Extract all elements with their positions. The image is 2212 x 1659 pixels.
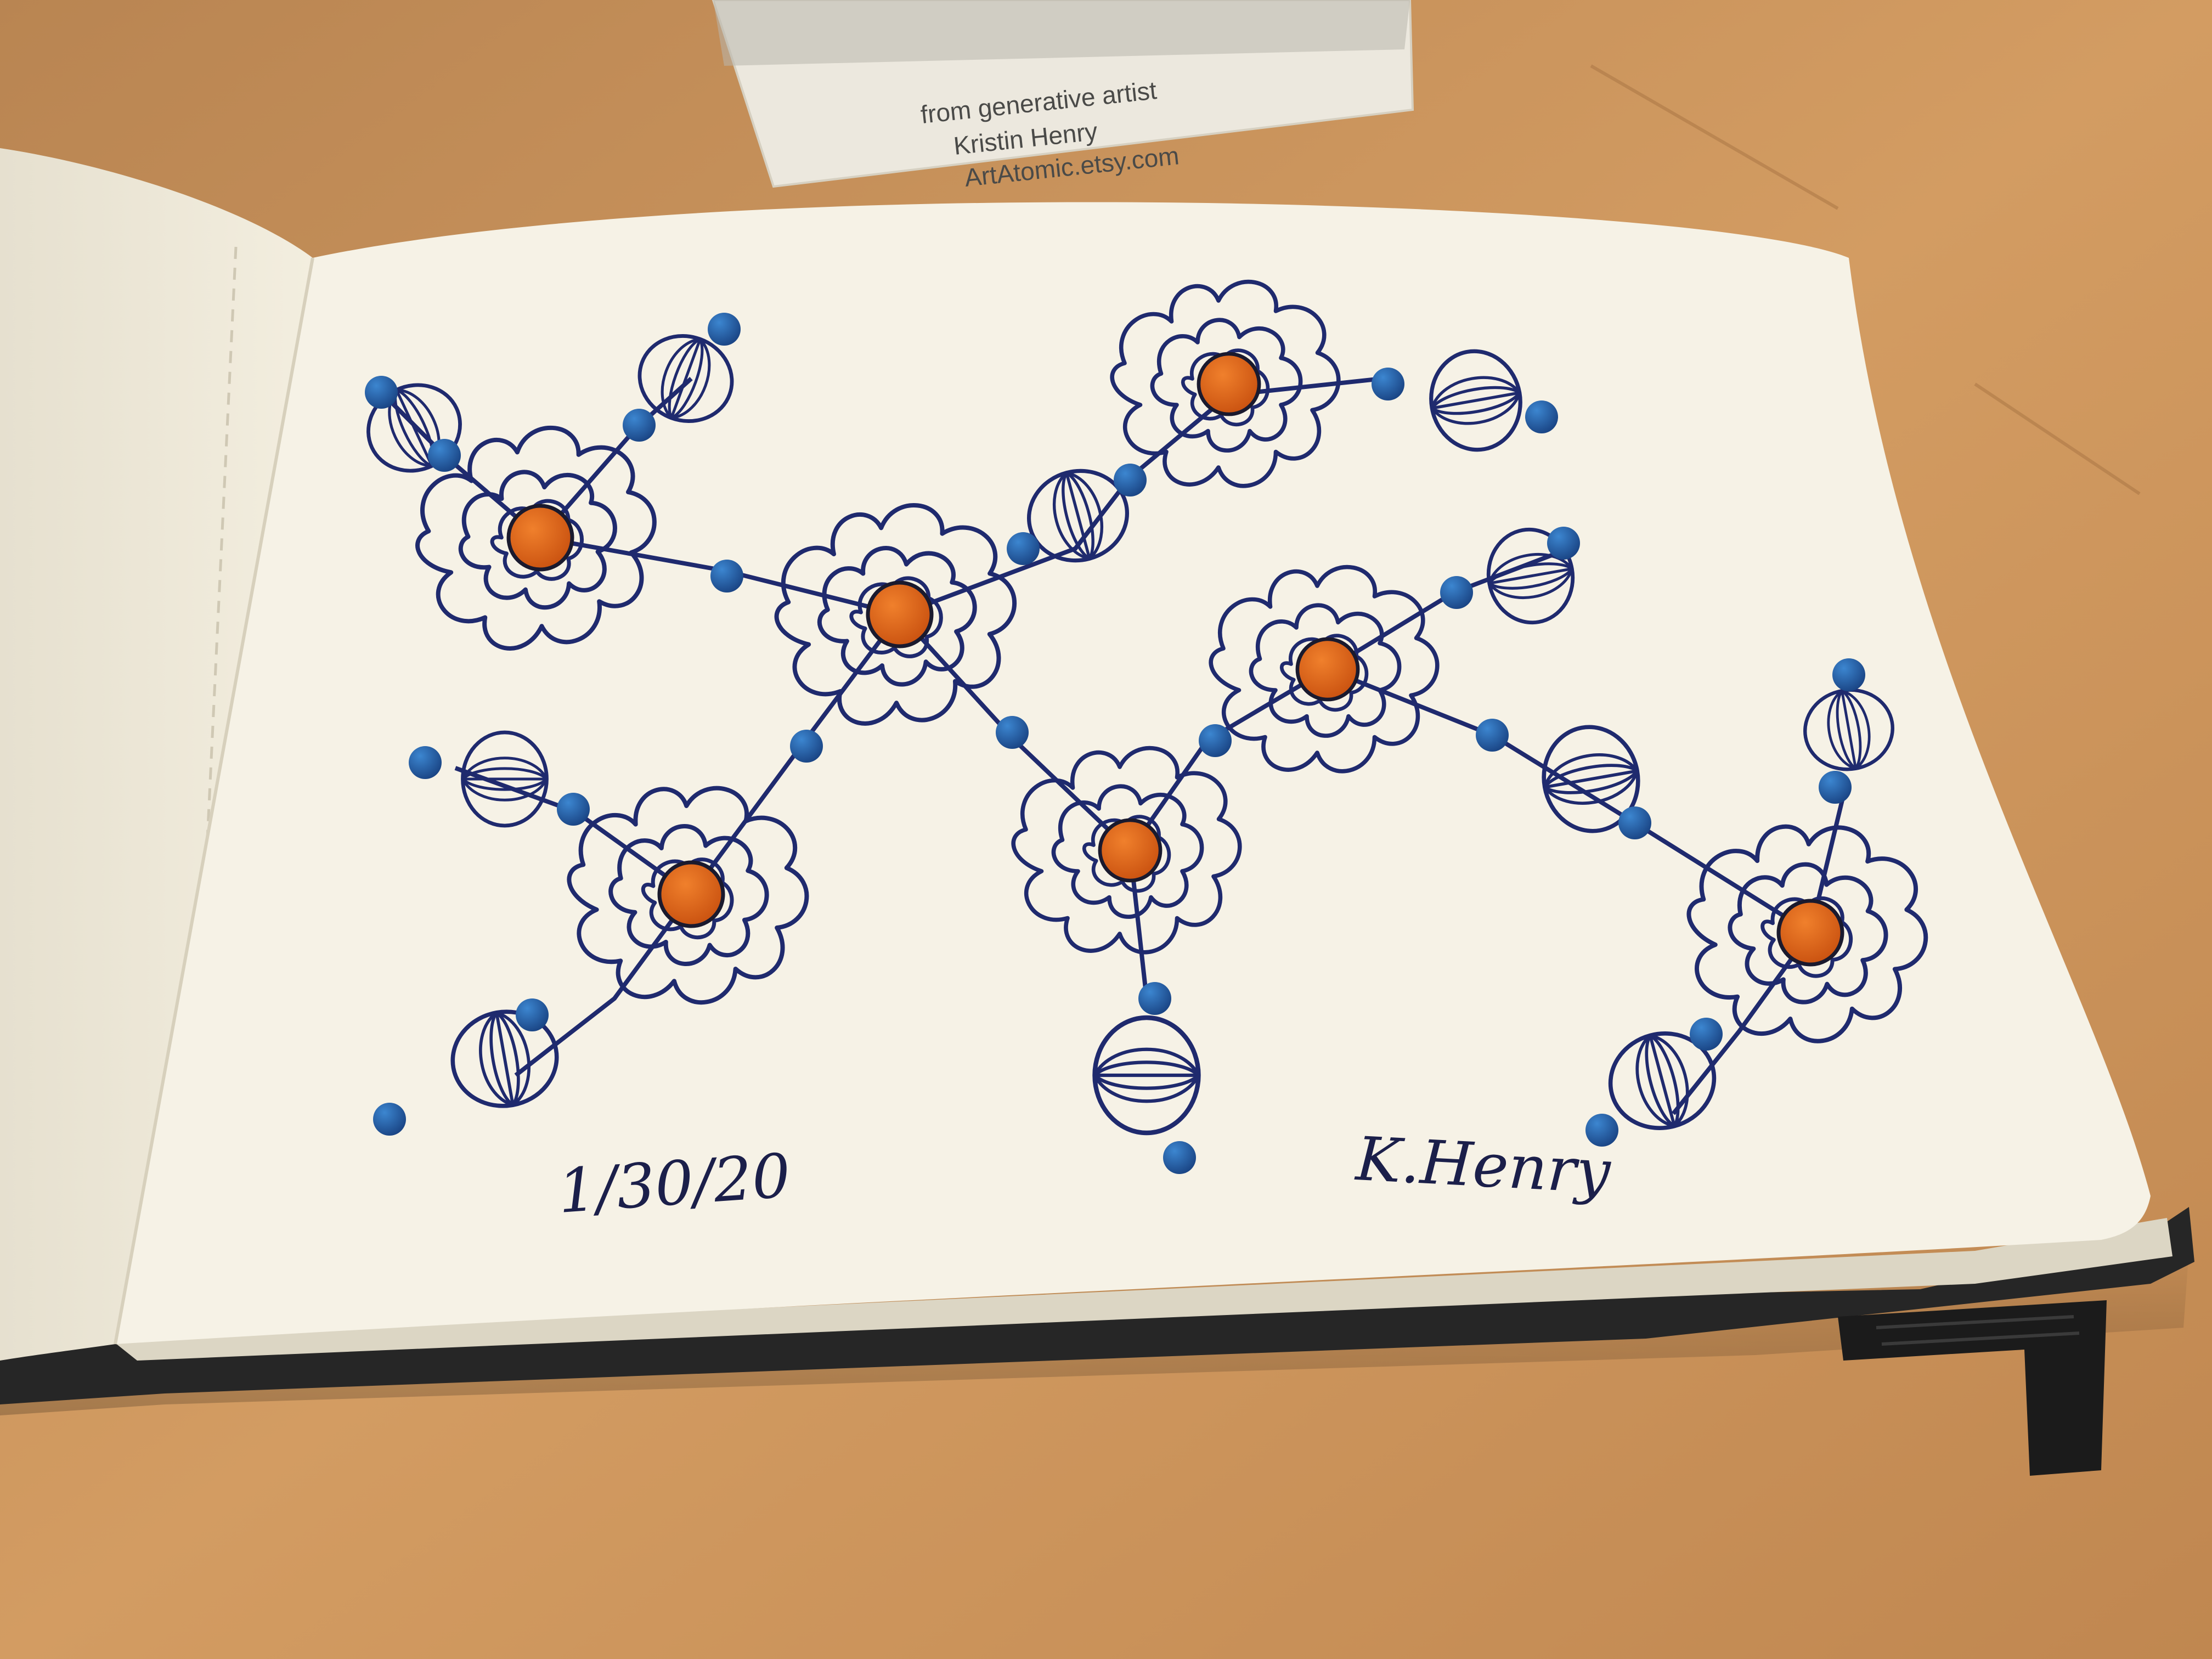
ink-dot [1372,368,1404,400]
ink-dot [710,560,743,592]
ink-dot [1547,527,1580,560]
ink-dot [1832,658,1865,691]
ink-dot [1618,806,1651,839]
ink-dot [1690,1018,1723,1051]
artist-signature: K.Henry [1353,1124,1613,1207]
ink-dot [1440,576,1473,609]
page-edges [110,1218,2172,1361]
ink-dot [996,716,1029,749]
ink-dot [516,998,549,1031]
ink-dot [365,376,398,409]
ink-dot [1819,771,1852,804]
sketch-date: 1/30/20 [556,1141,793,1227]
ink-dot [1163,1141,1196,1174]
table-scratch [1590,64,2141,495]
ink-dot [428,439,461,472]
ink-dot [1476,719,1509,752]
ink-dot [790,730,823,763]
ink-dot [409,746,442,779]
ink-dot [623,409,656,442]
right-page [115,202,2151,1344]
ink-dot [373,1103,406,1136]
ink-dot [1525,400,1558,433]
ink-dot [1114,464,1147,496]
ink-dot [1138,982,1171,1015]
ink-dot [1199,724,1232,757]
ink-dot [708,313,741,346]
ink-dot [1007,532,1040,565]
left-page [0,148,313,1361]
ink-dot [557,793,590,826]
